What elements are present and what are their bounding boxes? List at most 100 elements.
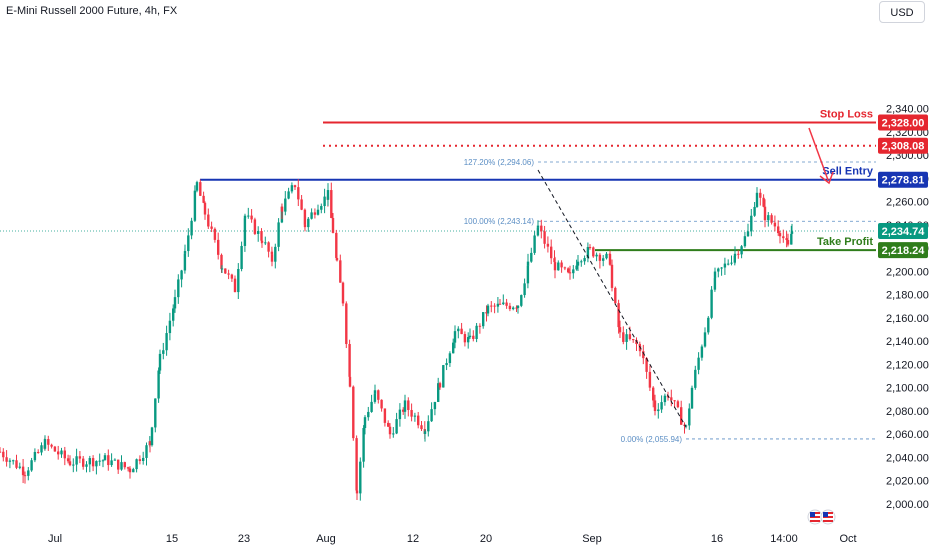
candle-body — [193, 190, 197, 221]
fib-level-label: 0.00% (2,055.94) — [621, 435, 683, 444]
candle-body — [98, 460, 101, 462]
candle-body — [253, 219, 257, 234]
price-tag-label: 2,308.08 — [882, 141, 925, 153]
price-axis: 2,000.00 2,020.00 2,040.00 2,060.00 2,080.00… — [886, 104, 929, 511]
x-tick-label: 15 — [166, 533, 178, 545]
candle-body — [496, 303, 500, 307]
candle-body — [530, 252, 533, 262]
candle-body — [763, 206, 767, 221]
candle-body — [605, 253, 608, 259]
candle-body — [526, 261, 530, 266]
y-tick-label: 2,260.00 — [886, 197, 929, 209]
candle-body — [572, 269, 575, 274]
candle-body — [330, 190, 333, 219]
candle-body — [645, 358, 648, 372]
candle-body — [407, 400, 410, 410]
y-tick-label: 2,020.00 — [886, 476, 929, 488]
candle-body — [72, 464, 75, 466]
candle-body — [284, 198, 287, 212]
candle-body — [755, 192, 759, 207]
candle-body — [335, 232, 338, 258]
price-tag — [878, 222, 928, 239]
candle-body — [516, 305, 520, 309]
candle-body — [546, 243, 550, 247]
candle-body — [392, 433, 395, 435]
price-tag — [878, 242, 928, 259]
candle-body — [224, 268, 227, 274]
time-axis: Jul 15 23 Aug 12 20 Sep 16 14:00 Oct — [48, 533, 857, 545]
price-tag-label: 2,218.24 — [882, 245, 926, 257]
candle-body — [168, 320, 172, 334]
candle-body — [700, 346, 704, 358]
candle-body — [740, 246, 743, 255]
y-tick-label: 2,060.00 — [886, 429, 929, 441]
candle-body — [777, 226, 780, 234]
candle-body — [512, 307, 515, 310]
y-tick-label: 2,140.00 — [886, 336, 929, 348]
candle-body — [2, 451, 5, 458]
candle-body — [227, 273, 230, 275]
candle-body — [195, 182, 199, 191]
candle-body — [576, 261, 580, 266]
price-tag-label: 2,278.81 — [882, 175, 925, 187]
candle-body — [575, 265, 578, 270]
candle-body — [703, 332, 707, 347]
candle-body — [680, 407, 683, 425]
candle-body — [217, 239, 220, 255]
candle-body — [490, 305, 493, 307]
candle-body — [437, 383, 440, 402]
candle-body — [335, 257, 339, 261]
candle-body — [60, 450, 63, 455]
candle-body — [187, 235, 190, 252]
candle-body — [339, 260, 342, 283]
candle-body — [27, 470, 30, 476]
price-tag — [878, 137, 928, 154]
candle-body — [632, 339, 635, 341]
candle-body — [762, 197, 765, 207]
candle-body — [183, 251, 187, 254]
candle-body — [642, 351, 645, 359]
candle-body — [690, 387, 694, 409]
candle-body — [237, 269, 240, 293]
price-tag — [878, 114, 928, 131]
candle-body — [173, 297, 177, 309]
y-tick-label: 2,040.00 — [886, 452, 929, 464]
candle-body — [202, 195, 205, 203]
candle-body — [785, 238, 788, 241]
candle-body — [737, 253, 740, 255]
candle-body — [460, 328, 463, 335]
candle-body — [750, 215, 753, 232]
candle-body — [233, 278, 237, 293]
candle-body — [515, 307, 518, 309]
candle-body — [472, 335, 475, 339]
candle-body — [743, 236, 747, 247]
candle-body — [697, 357, 700, 370]
candle-body — [720, 267, 723, 269]
currency-button[interactable]: USD — [879, 1, 925, 23]
candle-body — [387, 422, 390, 427]
candle-body — [165, 333, 168, 351]
candle-body — [75, 456, 78, 465]
candle-body — [790, 231, 794, 234]
y-tick-label: 2,100.00 — [886, 383, 929, 395]
candle-body — [33, 451, 37, 461]
y-tick-label: 2,000.00 — [886, 499, 929, 511]
candle-body — [694, 369, 697, 388]
candle-body — [567, 268, 570, 273]
candle-body — [148, 441, 152, 446]
candle-body — [88, 458, 91, 465]
candle-body — [363, 417, 367, 429]
candle-body — [267, 242, 270, 252]
candle-body — [300, 199, 303, 210]
x-tick-label: Aug — [316, 533, 336, 545]
candle-body — [410, 409, 413, 417]
candle-body — [540, 225, 543, 232]
price-tag-label: 2,234.74 — [882, 226, 926, 238]
fibonacci-layer: 127.20% (2,294.06) 100.00% (2,243.14) 0.00… — [464, 158, 876, 444]
candle-body — [557, 262, 560, 271]
candle-body — [417, 415, 420, 426]
candle-body — [710, 289, 713, 318]
candles-layer — [0, 179, 794, 501]
candle-body — [243, 218, 247, 246]
